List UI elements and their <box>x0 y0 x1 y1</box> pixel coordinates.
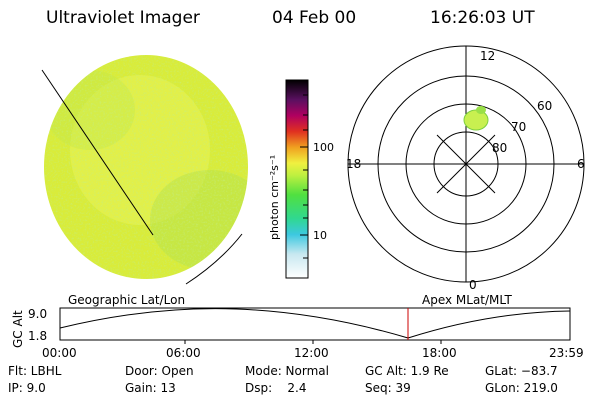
y-tick-top: 9.0 <box>28 307 47 321</box>
footer-door: Door: Open <box>125 364 194 378</box>
colorbar-unit-label: photon cm⁻²s⁻¹ <box>268 155 281 240</box>
timeline-caption-left: Geographic Lat/Lon <box>68 293 185 307</box>
time-label: 16:26:03 UT <box>430 8 535 28</box>
x-tick-1800: 18:00 <box>422 346 457 360</box>
uv-image-disk <box>41 55 248 285</box>
colorbar-tick-100: 100 <box>313 141 334 154</box>
limb-arc <box>185 233 243 285</box>
timeline-caption-right: Apex MLat/MLT <box>422 293 512 307</box>
footer-dsp: Dsp: 2.4 <box>245 381 307 395</box>
mlt-label-0: 0 <box>469 278 477 292</box>
footer-seq: Seq: 39 <box>365 381 411 395</box>
scan-line <box>41 69 154 236</box>
footer-glat: GLat: −83.7 <box>485 364 558 378</box>
x-tick-0000: 00:00 <box>42 346 77 360</box>
footer-flt: Flt: LBHL <box>8 364 62 378</box>
timeline-axis-label: GC Alt <box>11 310 25 348</box>
colorbar: 100 10 photon cm⁻²s⁻¹ <box>268 79 334 279</box>
footer-gain: Gain: 13 <box>125 381 176 395</box>
footer-mode: Mode: Normal <box>245 364 329 378</box>
mlt-label-18: 18 <box>346 157 361 171</box>
x-tick-1200: 12:00 <box>294 346 329 360</box>
polar-dial <box>347 45 585 283</box>
app-title: Ultraviolet Imager <box>46 8 200 28</box>
x-tick-0600: 06:00 <box>166 346 201 360</box>
date-label: 04 Feb 00 <box>272 8 357 28</box>
altitude-curve <box>59 308 571 339</box>
footer-glon: GLon: 219.0 <box>485 381 558 395</box>
lat-label-70: 70 <box>511 120 526 134</box>
y-tick-bottom: 1.8 <box>28 329 47 343</box>
lat-label-60: 60 <box>537 99 552 113</box>
x-tick-2359: 23:59 <box>549 346 584 360</box>
footer-ip: IP: 9.0 <box>8 381 46 395</box>
mlt-label-12: 12 <box>480 49 495 63</box>
auroral-oval-spot <box>463 106 489 131</box>
colorbar-tick-10: 10 <box>313 229 327 242</box>
lat-label-80: 80 <box>492 141 507 155</box>
footer-gcalt: GC Alt: 1.9 Re <box>365 364 449 378</box>
altitude-timeline: Geographic Lat/Lon Apex MLat/MLT GC Alt … <box>11 293 584 360</box>
mlt-label-6: 6 <box>577 157 585 171</box>
